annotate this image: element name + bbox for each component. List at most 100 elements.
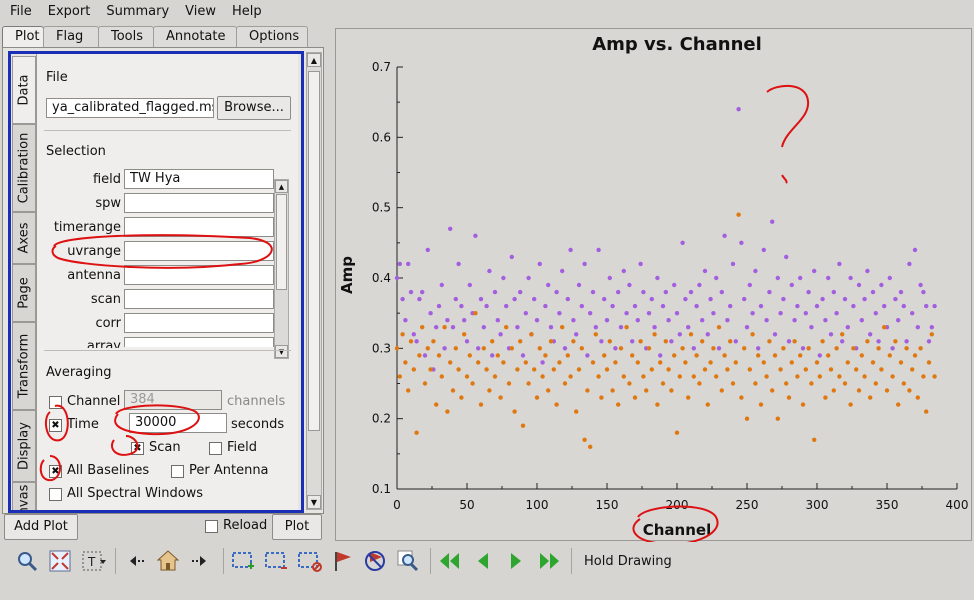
data-point xyxy=(560,325,565,330)
zoom-icon[interactable] xyxy=(14,548,40,574)
spw-input[interactable] xyxy=(124,193,274,213)
panel-scrollbar[interactable]: ▲ ▼ xyxy=(306,52,322,510)
previous-page-icon[interactable] xyxy=(470,548,496,574)
side-tab-display[interactable]: Display xyxy=(12,410,36,482)
scroll-up-icon[interactable]: ▲ xyxy=(275,180,288,193)
subtract-region-icon[interactable] xyxy=(263,548,289,574)
hold-drawing-label[interactable]: Hold Drawing xyxy=(584,553,672,569)
data-point xyxy=(730,381,736,386)
corr-input[interactable] xyxy=(124,313,274,333)
next-icon[interactable] xyxy=(188,548,214,574)
locate-icon[interactable] xyxy=(395,548,421,574)
side-tab-data[interactable]: Data xyxy=(12,56,36,124)
plot-button[interactable]: Plot xyxy=(272,514,322,540)
previous-icon[interactable] xyxy=(122,548,148,574)
data-point xyxy=(411,367,416,372)
data-point xyxy=(786,339,792,344)
scroll-thumb[interactable] xyxy=(308,71,320,431)
last-page-icon[interactable] xyxy=(536,548,562,574)
menu-help[interactable]: Help xyxy=(232,4,262,19)
browse-button[interactable]: Browse... xyxy=(217,96,291,120)
data-point xyxy=(842,381,848,386)
file-input[interactable]: ya_calibrated_flagged.ms xyxy=(46,98,214,118)
tab-annotate[interactable]: Annotate xyxy=(153,26,237,47)
tab-plot[interactable]: Plot xyxy=(2,26,44,48)
side-tab-axes[interactable]: Axes xyxy=(12,212,36,264)
menu-file[interactable]: File xyxy=(10,4,32,19)
data-point xyxy=(585,353,590,358)
data-point xyxy=(750,332,755,337)
data-point xyxy=(434,325,439,330)
side-tab-page[interactable]: Page xyxy=(12,264,36,322)
time-input[interactable]: 30000 xyxy=(129,413,227,433)
tab-tools[interactable]: Tools xyxy=(98,26,154,47)
scroll-down-icon[interactable]: ▼ xyxy=(275,345,288,358)
flag-icon[interactable] xyxy=(329,548,355,574)
scroll-down-icon[interactable]: ▼ xyxy=(307,495,321,509)
data-point xyxy=(450,325,456,330)
plot-canvas[interactable]: Amp vs. Channel Amp Channel 0 50 100 150 200… xyxy=(335,28,972,542)
data-point xyxy=(686,325,691,330)
annotate-text-icon[interactable]: T xyxy=(80,548,106,574)
side-tab-canvas[interactable]: nvas xyxy=(12,482,36,510)
field-checkbox[interactable] xyxy=(209,442,222,455)
data-point xyxy=(756,346,761,351)
selection-scrollbar[interactable]: ▲ ▼ xyxy=(274,179,289,359)
side-tab-transform[interactable]: Transform xyxy=(12,322,36,410)
zoom-fit-icon[interactable] xyxy=(47,548,73,574)
data-point xyxy=(484,367,489,372)
next-page-icon[interactable] xyxy=(503,548,529,574)
per-antenna-checkbox[interactable] xyxy=(171,465,184,478)
all-baselines-label: All Baselines xyxy=(67,463,150,478)
channel-checkbox[interactable] xyxy=(49,396,62,409)
field-input[interactable]: TW Hya xyxy=(124,169,274,189)
menu-summary[interactable]: Summary xyxy=(106,4,170,19)
y-tick-label: 0.2 xyxy=(372,412,391,426)
data-point xyxy=(520,423,526,428)
tab-options[interactable]: Options xyxy=(236,26,308,47)
data-point xyxy=(515,367,520,372)
scan-checkbox[interactable]: ✖ xyxy=(131,442,144,455)
scroll-thumb[interactable] xyxy=(276,194,287,290)
data-point xyxy=(588,444,593,449)
unflag-icon[interactable] xyxy=(362,548,388,574)
data-point xyxy=(683,296,688,302)
first-page-icon[interactable] xyxy=(437,548,463,574)
all-spw-checkbox[interactable] xyxy=(49,488,62,501)
y-tick-label: 0.4 xyxy=(372,271,391,285)
data-point xyxy=(725,318,730,323)
data-point xyxy=(915,325,920,330)
mark-region-icon[interactable] xyxy=(230,548,256,574)
home-icon[interactable] xyxy=(155,548,181,574)
tab-flag[interactable]: Flag xyxy=(43,26,99,47)
antenna-input[interactable] xyxy=(124,265,274,285)
clear-regions-icon[interactable] xyxy=(296,548,322,574)
data-point xyxy=(439,282,444,288)
data-point xyxy=(898,289,904,295)
data-point xyxy=(658,360,663,365)
menu-export[interactable]: Export xyxy=(47,4,91,19)
plot-action-bar: Add Plot Reload Plot xyxy=(2,514,324,542)
timerange-input[interactable] xyxy=(124,217,274,237)
data-point xyxy=(646,311,652,316)
add-plot-button[interactable]: Add Plot xyxy=(4,514,78,540)
scroll-up-icon[interactable]: ▲ xyxy=(307,53,321,67)
data-point xyxy=(800,346,806,351)
reload-checkbox[interactable] xyxy=(205,520,218,533)
data-point xyxy=(501,360,506,365)
channel-input[interactable]: 384 xyxy=(124,390,222,410)
uvrange-input[interactable] xyxy=(124,241,274,261)
data-point xyxy=(674,311,680,316)
data-point xyxy=(904,339,909,344)
menu-view[interactable]: View xyxy=(185,4,217,19)
data-point xyxy=(806,346,811,351)
side-tab-calibration[interactable]: Calibration xyxy=(12,124,36,212)
data-point xyxy=(677,332,682,337)
data-point xyxy=(655,275,660,281)
scan-input[interactable] xyxy=(124,289,274,309)
time-checkbox[interactable]: ✖ xyxy=(49,419,62,432)
array-input[interactable] xyxy=(124,337,274,347)
all-baselines-checkbox[interactable]: ✖ xyxy=(49,465,62,478)
data-point xyxy=(739,395,744,400)
y-axis-label: Amp xyxy=(338,256,356,294)
